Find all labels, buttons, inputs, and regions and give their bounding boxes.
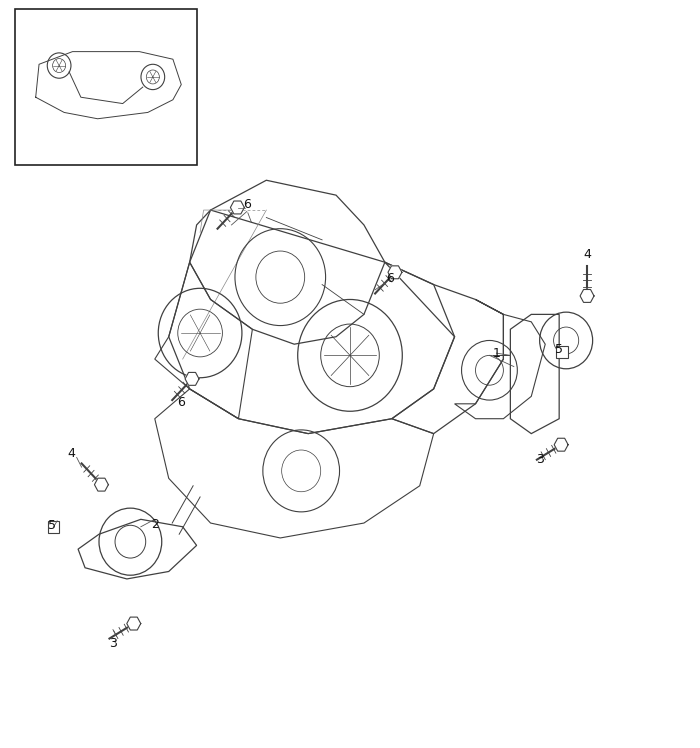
Text: 4: 4 — [583, 248, 591, 261]
Bar — [15, 9, 197, 165]
Text: 5: 5 — [48, 519, 55, 532]
Polygon shape — [230, 201, 244, 214]
Text: 6: 6 — [386, 272, 394, 285]
Text: 3: 3 — [109, 637, 117, 650]
Text: 4: 4 — [67, 447, 75, 460]
Polygon shape — [388, 266, 402, 279]
Polygon shape — [94, 478, 108, 491]
Text: 3: 3 — [536, 453, 545, 466]
Polygon shape — [185, 373, 199, 385]
Text: 2: 2 — [150, 518, 159, 531]
Bar — [556, 346, 568, 358]
Text: 6: 6 — [177, 396, 186, 409]
Text: 1: 1 — [493, 346, 500, 360]
Polygon shape — [580, 289, 594, 302]
Text: 6: 6 — [243, 198, 251, 212]
Text: 5: 5 — [555, 343, 564, 356]
Polygon shape — [554, 438, 568, 451]
Bar — [48, 521, 60, 533]
Polygon shape — [127, 617, 141, 630]
